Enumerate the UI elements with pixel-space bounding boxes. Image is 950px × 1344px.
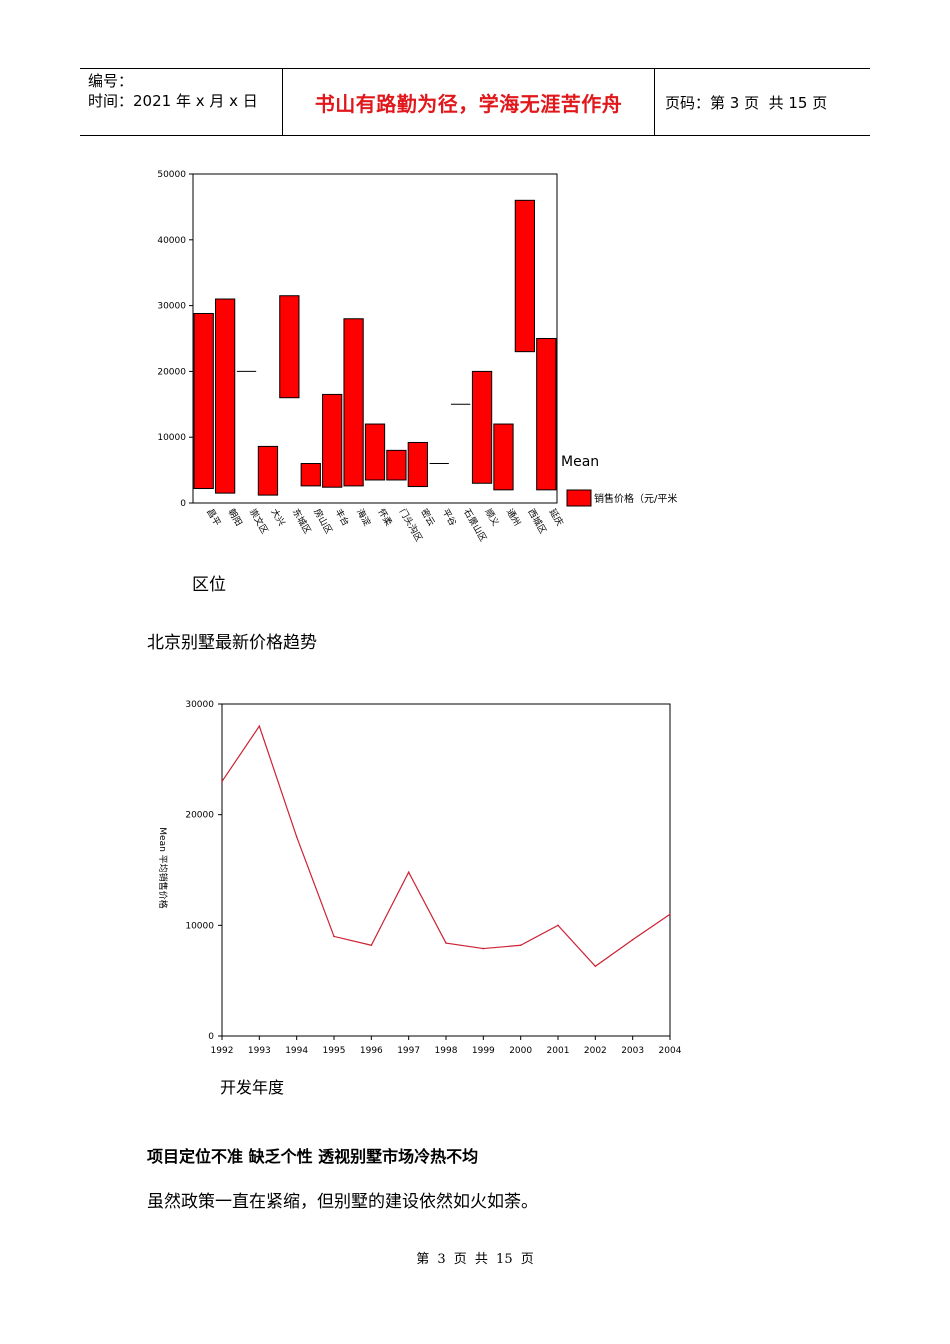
- x-tick-label: 1996: [360, 1046, 383, 1056]
- page-header: 编号： 时间：2021 年 x 月 x 日 书山有路勤为径，学海无涯苦作舟 页码…: [80, 68, 870, 136]
- data-point: [669, 913, 671, 916]
- data-point: [333, 935, 335, 938]
- y-tick-label: 20000: [185, 811, 214, 821]
- chart1-x-axis-title: 区位: [192, 575, 226, 595]
- data-point: [295, 836, 298, 838]
- x-tick-label: 1992: [211, 1046, 234, 1056]
- x-tick-label: 1994: [285, 1046, 308, 1056]
- x-tick-label: 1995: [323, 1046, 346, 1056]
- data-point: [445, 942, 447, 944]
- data-point: [482, 947, 485, 950]
- range-bar: [300, 463, 321, 487]
- range-bar: [193, 312, 214, 490]
- document-date-label: 时间：2021 年 x 月 x 日: [88, 92, 258, 110]
- section-title: 北京别墅最新价格趋势: [147, 633, 317, 653]
- header-page-info: 页码：第 3 页 共 15 页: [655, 69, 870, 135]
- data-point: [631, 938, 634, 941]
- y-tick-label: 30000: [157, 302, 186, 312]
- x-tick-label: 2004: [659, 1046, 682, 1056]
- motto-text: 书山有路勤为径，学海无涯苦作舟: [314, 91, 623, 116]
- header-motto: 书山有路勤为径，学海无涯苦作舟: [282, 69, 655, 135]
- data-point: [370, 944, 373, 947]
- range-bar: [214, 298, 236, 494]
- range-bar: [343, 318, 364, 487]
- plot-frame: [192, 173, 558, 504]
- y-tick-label: 20000: [157, 367, 186, 377]
- y-tick-label: 0: [180, 499, 186, 509]
- article-paragraph: 虽然政策一直在紧缩，但别墅的建设依然如火如荼。: [147, 1192, 538, 1212]
- legend-swatch: [566, 489, 592, 507]
- data-point: [519, 944, 522, 947]
- article-heading: 项目定位不准 缺乏个性 透视别墅市场冷热不均: [147, 1147, 479, 1166]
- data-point: [594, 965, 597, 968]
- range-bar: [322, 393, 343, 488]
- data-point: [407, 871, 410, 874]
- range-bar: [257, 445, 279, 496]
- data-point: [557, 924, 559, 927]
- x-tick-label: 1998: [435, 1046, 458, 1056]
- y-tick-label: 10000: [185, 921, 214, 931]
- page-number-label: 页码：第 3 页 共 15 页: [665, 93, 828, 112]
- y-axis-title: Mean 平均销售价格: [157, 827, 169, 908]
- price-trend-line-chart: 0 10000 20000 30000 1992 1993 1994 1995 1996 1997…: [157, 700, 682, 1056]
- range-bar: [386, 449, 407, 481]
- x-tick-label: 2002: [584, 1046, 607, 1056]
- legend-title: Mean: [561, 454, 599, 470]
- plot-frame: [221, 703, 671, 1037]
- x-tick-label: 1993: [248, 1046, 271, 1056]
- x-tick-label: 1999: [472, 1046, 495, 1056]
- x-tick-label: 2003: [621, 1046, 644, 1056]
- series-line: [221, 724, 671, 968]
- chart2-x-axis-title: 开发年度: [220, 1078, 285, 1097]
- range-bar: [514, 199, 536, 353]
- y-tick-label: 10000: [157, 433, 186, 443]
- range-bar: [471, 370, 493, 484]
- y-tick-label: 40000: [157, 236, 186, 246]
- data-point: [221, 780, 223, 783]
- x-tick-label: 2000: [509, 1046, 532, 1056]
- range-bar: [493, 423, 514, 491]
- data-point: [258, 725, 261, 727]
- range-bar: [364, 423, 386, 481]
- range-bar: [536, 338, 557, 491]
- y-tick-label: 30000: [185, 700, 214, 710]
- header-meta: 编号： 时间：2021 年 x 月 x 日: [80, 69, 282, 135]
- page-footer: 第 3 页 共 15 页: [416, 1252, 534, 1267]
- range-bar: [279, 295, 300, 399]
- y-tick-label: 0: [208, 1032, 214, 1042]
- document-number-label: 编号：: [88, 72, 134, 90]
- x-tick-label: 1997: [397, 1046, 420, 1056]
- range-bar: [407, 441, 428, 488]
- x-tick-label: 2001: [547, 1046, 570, 1056]
- legend-label: 销售价格（元/平米: [594, 492, 677, 505]
- y-tick-label: 50000: [157, 170, 186, 180]
